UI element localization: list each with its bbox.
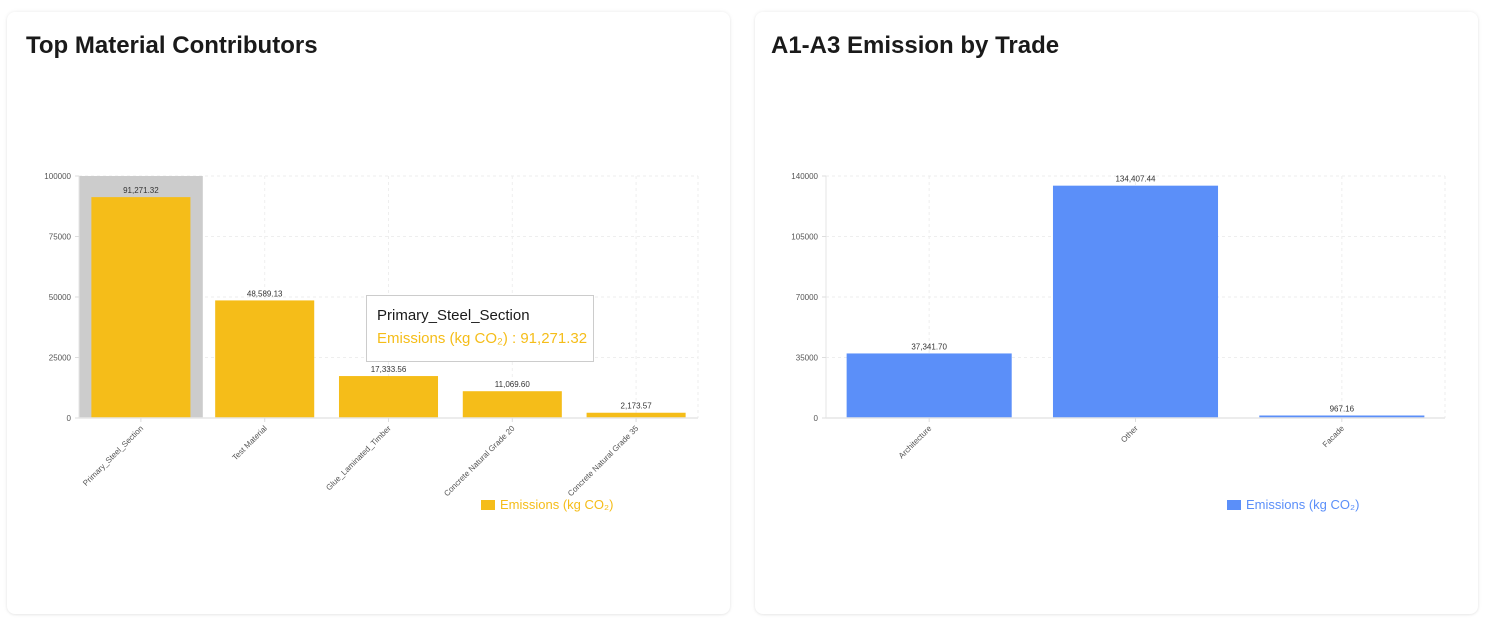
card-title: A1-A3 Emission by Trade (771, 32, 1060, 59)
x-tick-label: Primary_Steel_Section (81, 424, 145, 488)
card-title: Top Material Contributors (26, 32, 318, 59)
chart-legend[interactable]: Emissions (kg CO₂) (481, 497, 613, 512)
bar[interactable] (1052, 185, 1219, 418)
y-tick-label: 25000 (49, 354, 72, 363)
legend-label: Emissions (kg CO₂) (500, 497, 614, 512)
y-tick-label: 105000 (791, 233, 818, 242)
x-tick-label: Architecture (897, 423, 934, 460)
x-tick-label: Concrete Natural Grade 20 (442, 423, 517, 498)
bar[interactable] (91, 197, 191, 418)
y-tick-label: 75000 (49, 233, 72, 242)
emission-by-trade-card: A1-A3 Emission by Trade 0 35000 70000 10500… (755, 12, 1478, 614)
chart-legend[interactable]: Emissions (kg CO₂) (1227, 497, 1359, 512)
legend-swatch-icon (1227, 499, 1241, 510)
legend-label: Emissions (kg CO₂) (1246, 497, 1360, 512)
bar[interactable] (215, 300, 315, 418)
bar-value-label: 17,333.56 (371, 365, 407, 374)
bar-value-label: 11,069.60 (495, 380, 531, 389)
y-tick-label: 0 (67, 414, 72, 423)
y-tick-label: 100000 (44, 172, 71, 181)
emission-by-trade-chart[interactable]: 0 35000 70000 105000 140000 37,341.70 134,407.… (755, 12, 1478, 614)
bar[interactable] (586, 412, 686, 418)
x-tick-label: Glue_Laminated_Timber (324, 424, 393, 493)
tooltip-label: Primary_Steel_Section (377, 307, 530, 324)
y-tick-label: 140000 (791, 172, 818, 181)
x-tick-label: Test Material (231, 424, 270, 463)
material-contributors-card: Top Material Contributors 0 25000 50000 750… (7, 12, 730, 614)
y-tick-label: 50000 (49, 293, 72, 302)
bar-value-label: 37,341.70 (911, 342, 947, 351)
bar-value-label: 91,271.32 (123, 186, 159, 195)
bar[interactable] (462, 391, 562, 418)
bar-value-label: 967.16 (1330, 405, 1355, 414)
chart-tooltip: Primary_Steel_Section Emissions (kg CO₂)… (366, 295, 594, 362)
x-tick-label: Facade (1321, 423, 1347, 449)
tooltip-value: Emissions (kg CO₂) : 91,271.32 (377, 330, 588, 347)
bar-value-label: 48,589.13 (247, 289, 283, 298)
x-tick-label: Other (1119, 424, 1140, 445)
bar-value-label: 2,173.57 (621, 402, 653, 411)
y-tick-label: 35000 (796, 354, 819, 363)
bar[interactable] (846, 353, 1012, 418)
y-tick-label: 70000 (796, 293, 819, 302)
bar-value-label: 134,407.44 (1115, 175, 1156, 184)
legend-swatch-icon (481, 499, 495, 510)
bar[interactable] (338, 376, 439, 418)
bar[interactable] (1259, 415, 1425, 419)
y-tick-label: 0 (814, 414, 819, 423)
x-tick-label: Concrete Natural Grade 35 (566, 423, 641, 498)
